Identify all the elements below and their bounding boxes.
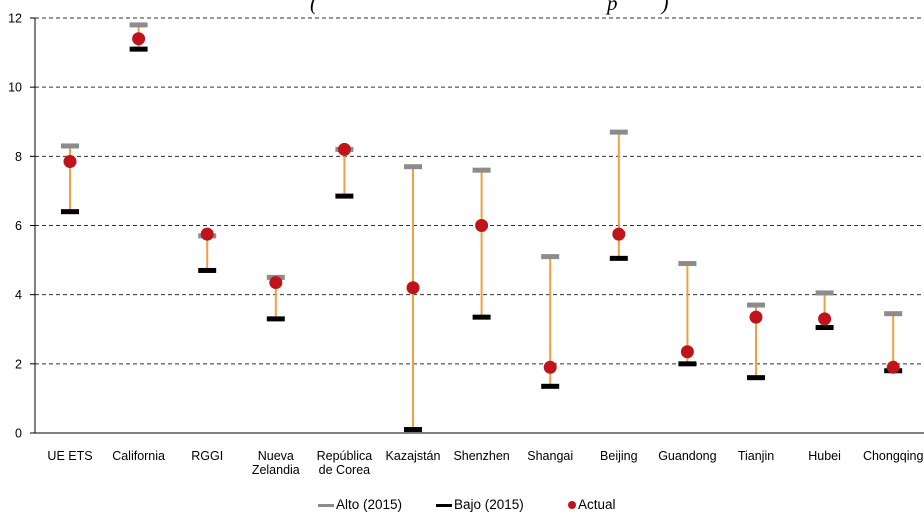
- category-label: Shangai: [527, 449, 573, 463]
- actual-point: [680, 345, 694, 359]
- category-label: Nueva Zelandia: [252, 449, 300, 477]
- actual-point: [63, 155, 77, 169]
- y-tick-label: 12: [8, 12, 22, 26]
- category-label: California: [112, 449, 165, 463]
- high-marker: [609, 129, 628, 135]
- low-marker: [404, 427, 422, 433]
- actual-point: [337, 142, 351, 156]
- actual-point: [132, 32, 146, 46]
- low-marker: [335, 193, 354, 199]
- category-label: Kazajstán: [386, 449, 441, 463]
- low-marker: [61, 209, 79, 215]
- category-label: Tianjin: [738, 449, 774, 463]
- actual-point: [475, 219, 489, 232]
- legend-low-label: Bajo (2015): [454, 497, 524, 512]
- actual-point: [269, 276, 283, 290]
- category-label: RGGI: [191, 449, 223, 463]
- legend-high-swatch: [318, 504, 334, 507]
- low-marker: [472, 314, 491, 320]
- category-label: Guandong: [658, 449, 716, 463]
- legend: Alto (2015) Bajo (2015) Actual: [318, 497, 616, 512]
- y-tick-label: 6: [15, 219, 22, 233]
- chart-title: (p): [310, 0, 669, 15]
- low-marker: [678, 361, 697, 367]
- category-label: Shenzhen: [453, 449, 509, 463]
- low-marker: [541, 383, 560, 389]
- high-marker: [61, 143, 79, 149]
- low-marker: [266, 316, 285, 322]
- actual-point: [200, 227, 214, 241]
- high-marker: [472, 167, 491, 173]
- y-tick-label: 10: [8, 81, 22, 95]
- low-marker: [198, 267, 217, 273]
- y-tick-label: 2: [15, 357, 22, 371]
- low-marker: [129, 46, 148, 52]
- category-label: Beijing: [600, 449, 638, 463]
- x-axis: UE ETS California RGGI Nueva Zelandia Repúbli…: [47, 449, 923, 477]
- legend-actual-label: Actual: [578, 497, 616, 512]
- y-tick-label: 8: [15, 150, 22, 164]
- legend-high-label: Alto (2015): [336, 497, 402, 512]
- category-label: Hubei: [808, 449, 841, 463]
- actual-point: [543, 360, 557, 374]
- low-marker: [815, 325, 834, 331]
- category-label: UE ETS: [47, 449, 92, 463]
- y-tick-label: 0: [15, 427, 22, 441]
- category-label: Chongqing: [863, 449, 924, 463]
- gridlines: [35, 17, 924, 434]
- actual-point: [612, 227, 626, 241]
- actual-point: [406, 281, 420, 295]
- high-marker: [678, 261, 697, 267]
- high-marker: [815, 290, 834, 296]
- high-marker: [541, 254, 560, 260]
- y-tick-label: 4: [15, 288, 22, 302]
- high-marker: [129, 22, 148, 28]
- high-marker: [884, 311, 903, 317]
- legend-actual-swatch: [568, 501, 576, 509]
- actual-point: [749, 310, 763, 324]
- category-label: República de Corea: [317, 449, 373, 477]
- low-marker: [609, 255, 628, 261]
- markers: [61, 22, 903, 433]
- y-axis: 0 2 4 6 8 10 12: [8, 12, 36, 441]
- actual-point: [886, 360, 900, 374]
- high-marker: [747, 302, 765, 308]
- high-marker: [404, 164, 422, 170]
- low-marker: [747, 375, 765, 381]
- legend-low-swatch: [436, 504, 452, 507]
- actual-point: [818, 312, 832, 326]
